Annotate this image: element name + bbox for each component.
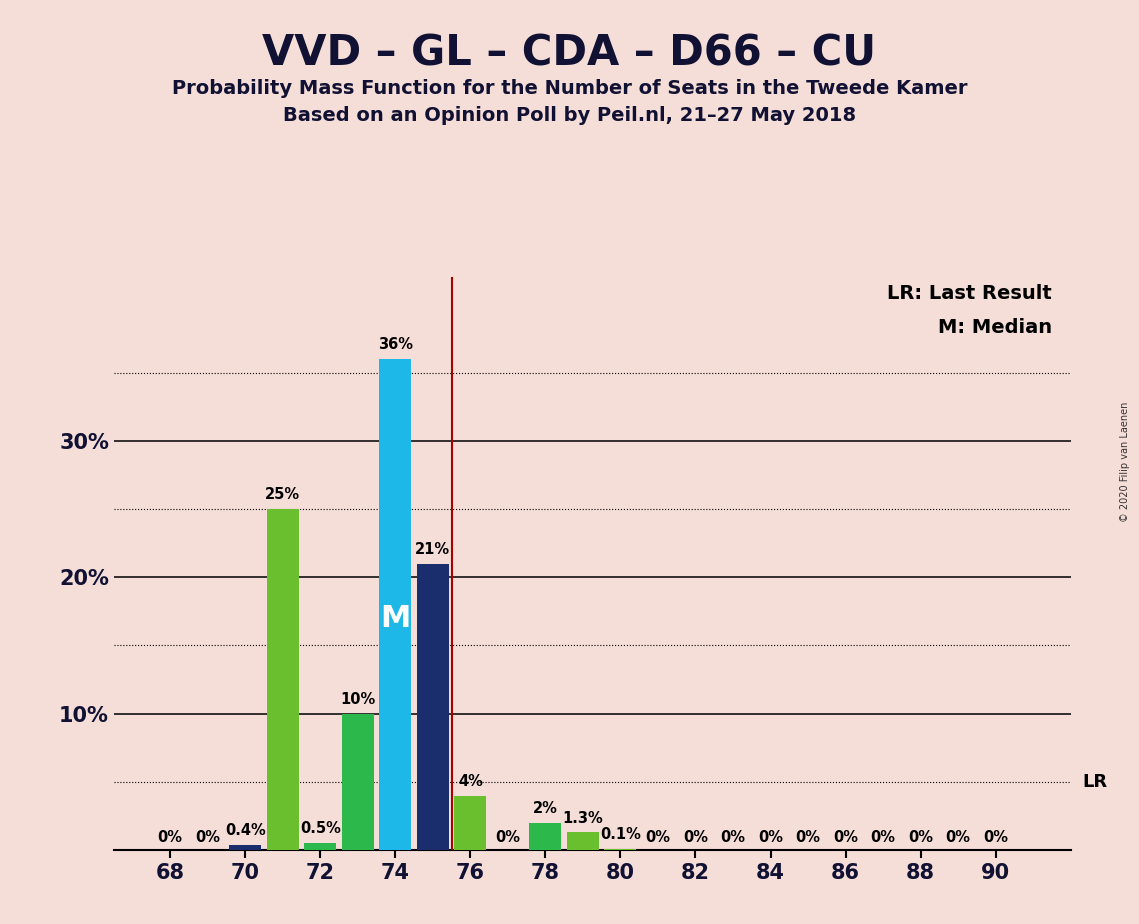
Text: Based on an Opinion Poll by Peil.nl, 21–27 May 2018: Based on an Opinion Poll by Peil.nl, 21–… [282,106,857,126]
Text: LR: Last Result: LR: Last Result [887,284,1052,303]
Bar [267,509,298,850]
Text: 0%: 0% [870,831,895,845]
Text: 0%: 0% [646,831,671,845]
Text: 21%: 21% [416,541,450,557]
Text: 36%: 36% [378,337,412,352]
Text: 1.3%: 1.3% [563,810,604,825]
Text: 0%: 0% [683,831,708,845]
Text: 0%: 0% [908,831,933,845]
Text: 0%: 0% [983,831,1008,845]
Text: 0%: 0% [757,831,782,845]
Text: © 2020 Filip van Laenen: © 2020 Filip van Laenen [1120,402,1130,522]
Text: 4%: 4% [458,773,483,789]
Bar [454,796,486,850]
Bar [379,359,411,850]
Bar [605,849,637,850]
Text: 0%: 0% [195,831,220,845]
Text: 0.5%: 0.5% [300,821,341,836]
Text: LR: LR [1082,772,1107,791]
Bar [229,845,261,850]
Text: 0%: 0% [495,831,521,845]
Text: Probability Mass Function for the Number of Seats in the Tweede Kamer: Probability Mass Function for the Number… [172,79,967,98]
Text: VVD – GL – CDA – D66 – CU: VVD – GL – CDA – D66 – CU [262,32,877,74]
Bar [304,844,336,850]
Text: 0.1%: 0.1% [600,827,641,842]
Text: 0.4%: 0.4% [224,822,265,838]
Text: 0%: 0% [721,831,746,845]
Text: 0%: 0% [795,831,820,845]
Text: 0%: 0% [157,831,182,845]
Bar [342,713,374,850]
Bar [567,833,599,850]
Text: 2%: 2% [533,801,558,816]
Bar [530,822,562,850]
Text: M: Median: M: Median [937,318,1052,337]
Text: 0%: 0% [945,831,970,845]
Bar [417,564,449,850]
Text: 0%: 0% [833,831,858,845]
Text: 25%: 25% [265,487,301,503]
Text: 10%: 10% [341,692,376,707]
Text: M: M [380,603,410,633]
